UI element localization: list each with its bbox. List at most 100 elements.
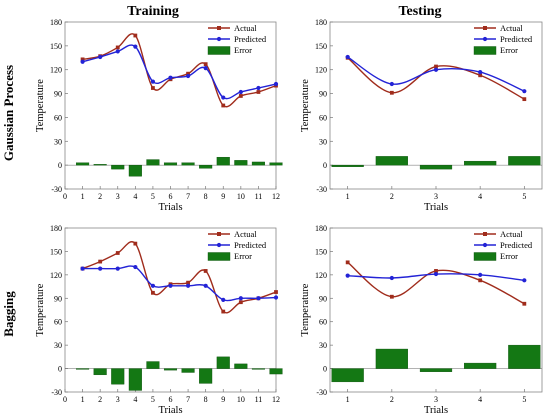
y-axis-label: Temperature [300, 79, 311, 132]
actual-point [274, 290, 278, 294]
y-tick-label: -30 [316, 388, 327, 397]
predicted-point [133, 264, 138, 270]
x-tick-label: 9 [221, 395, 225, 404]
col-title-testing: Testing [398, 4, 441, 19]
error-bar [181, 162, 195, 166]
error-bar [419, 164, 453, 170]
actual-point [389, 90, 394, 95]
x-axis-label: Trials [424, 202, 448, 213]
x-tick-label: 6 [169, 192, 173, 201]
x-axis-label: Trials [158, 202, 182, 213]
error-bar [375, 156, 408, 166]
actual-point [238, 300, 243, 305]
error-bar [331, 368, 364, 383]
x-tick-label: 7 [186, 192, 190, 201]
x-tick-label: 4 [133, 395, 137, 404]
y-tick-label: 180 [315, 224, 327, 233]
actual-point [186, 280, 190, 285]
error-bar [331, 164, 364, 167]
x-tick-label: 10 [237, 395, 245, 404]
predicted-point [221, 297, 226, 302]
y-tick-label: 0 [58, 365, 62, 374]
x-tick-label: 5 [151, 395, 155, 404]
x-tick-label: 6 [169, 395, 173, 404]
x-tick-label: 3 [116, 192, 120, 201]
x-tick-label: 2 [390, 395, 394, 404]
error-bar [163, 162, 178, 166]
error-bar [216, 156, 230, 166]
predicted-point [150, 283, 156, 288]
predicted-point [185, 283, 191, 288]
y-tick-label: 60 [54, 318, 62, 327]
x-tick-label: 5 [522, 192, 526, 201]
x-tick-label: 8 [204, 192, 208, 201]
y-tick-label: 90 [54, 90, 62, 99]
actual-point [478, 73, 483, 78]
predicted-point [256, 296, 261, 301]
actual-point [478, 278, 483, 283]
y-tick-label: 30 [54, 341, 62, 350]
y-tick-label: 120 [315, 271, 327, 280]
x-tick-label: 4 [133, 192, 137, 201]
col-title-training: Training [127, 4, 179, 19]
x-tick-label: 0 [63, 192, 67, 201]
error-bar [251, 161, 265, 166]
chart-panel-bagging-testing: -30 0 30 60 90 120 150 180 1 2 3 4 5 Trials Temperatur… [300, 224, 543, 416]
x-tick-label: 2 [98, 192, 102, 201]
y-tick-label: 60 [54, 113, 62, 122]
x-tick-label: 11 [255, 395, 263, 404]
y-tick-label: 30 [319, 137, 327, 146]
actual-point [221, 309, 226, 314]
error-bar [163, 368, 178, 371]
y-tick-label: 120 [50, 66, 62, 75]
predicted-point [433, 67, 439, 72]
predicted-point [389, 275, 394, 281]
row-title-bagging: Bagging [1, 291, 16, 337]
actual-point [98, 259, 103, 264]
chart-panel-gp-testing: -30 0 30 60 90 120 150 180 1 2 3 4 5 Trials Temperatur… [300, 18, 543, 213]
x-tick-label: 1 [346, 192, 350, 201]
predicted-point [203, 66, 208, 71]
actual-point [434, 269, 438, 273]
y-axis-label: Temperature [300, 283, 311, 336]
x-tick-label: 2 [390, 192, 394, 201]
x-tick-label: 1 [81, 395, 85, 404]
y-tick-label: 150 [50, 42, 62, 51]
legend-marker-actual [483, 26, 487, 30]
predicted-point [273, 81, 279, 87]
predicted-point [345, 54, 350, 60]
actual-point [115, 45, 120, 50]
actual-point [186, 71, 190, 76]
predicted-point [522, 278, 527, 283]
error-bar [181, 368, 195, 373]
x-tick-label: 9 [221, 192, 225, 201]
actual-point [238, 94, 243, 98]
y-tick-label: 150 [315, 42, 327, 51]
error-bar [146, 361, 160, 369]
y-tick-label: 0 [323, 161, 327, 170]
error-bar [199, 368, 213, 384]
y-tick-label: 90 [319, 90, 327, 99]
predicted-point [115, 49, 120, 54]
legend-label-actual: Actual [500, 23, 523, 33]
x-axis-label: Trials [158, 405, 182, 416]
legend-label-predicted: Predicted [500, 240, 533, 250]
y-tick-label: 0 [323, 365, 327, 374]
predicted-point [98, 54, 103, 60]
x-tick-label: 3 [434, 395, 438, 404]
x-tick-label: 3 [116, 395, 120, 404]
actual-point [151, 290, 155, 295]
y-tick-label: 150 [315, 247, 327, 256]
predicted-point [80, 266, 85, 271]
error-bar [464, 362, 497, 369]
error-bar [508, 156, 541, 166]
legend-marker-actual [217, 232, 221, 236]
error-bar [128, 368, 142, 391]
y-tick-label: 180 [50, 224, 62, 233]
y-tick-label: 0 [58, 161, 62, 170]
